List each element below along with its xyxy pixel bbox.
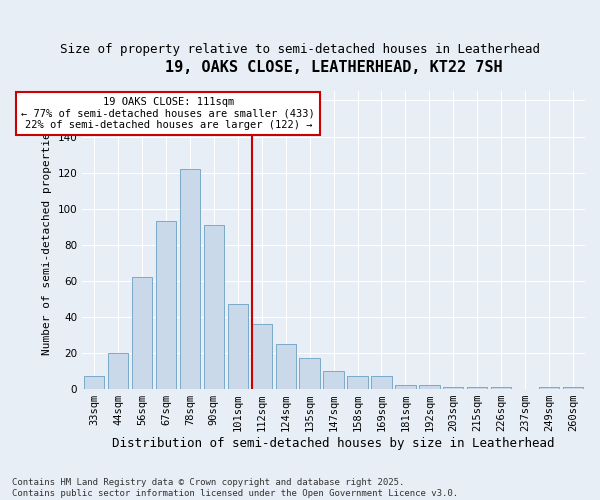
Text: 19 OAKS CLOSE: 111sqm
← 77% of semi-detached houses are smaller (433)
22% of sem: 19 OAKS CLOSE: 111sqm ← 77% of semi-deta… xyxy=(22,97,315,130)
Bar xyxy=(491,388,511,389)
Bar xyxy=(203,225,224,389)
Text: Size of property relative to semi-detached houses in Leatherhead: Size of property relative to semi-detach… xyxy=(60,42,540,56)
Bar xyxy=(539,388,559,389)
Bar xyxy=(323,371,344,389)
Bar xyxy=(299,358,320,389)
Bar xyxy=(108,353,128,389)
Bar xyxy=(84,376,104,389)
X-axis label: Distribution of semi-detached houses by size in Leatherhead: Distribution of semi-detached houses by … xyxy=(112,437,555,450)
Bar xyxy=(180,169,200,389)
Bar xyxy=(467,388,487,389)
Bar xyxy=(156,222,176,389)
Title: 19, OAKS CLOSE, LEATHERHEAD, KT22 7SH: 19, OAKS CLOSE, LEATHERHEAD, KT22 7SH xyxy=(165,60,502,75)
Bar xyxy=(371,376,392,389)
Bar xyxy=(443,388,463,389)
Text: Contains HM Land Registry data © Crown copyright and database right 2025.
Contai: Contains HM Land Registry data © Crown c… xyxy=(12,478,458,498)
Bar xyxy=(563,388,583,389)
Bar xyxy=(347,376,368,389)
Y-axis label: Number of semi-detached properties: Number of semi-detached properties xyxy=(42,126,52,355)
Bar xyxy=(251,324,272,389)
Bar xyxy=(227,304,248,389)
Bar xyxy=(132,277,152,389)
Bar xyxy=(419,386,440,389)
Bar xyxy=(395,386,416,389)
Bar xyxy=(275,344,296,389)
